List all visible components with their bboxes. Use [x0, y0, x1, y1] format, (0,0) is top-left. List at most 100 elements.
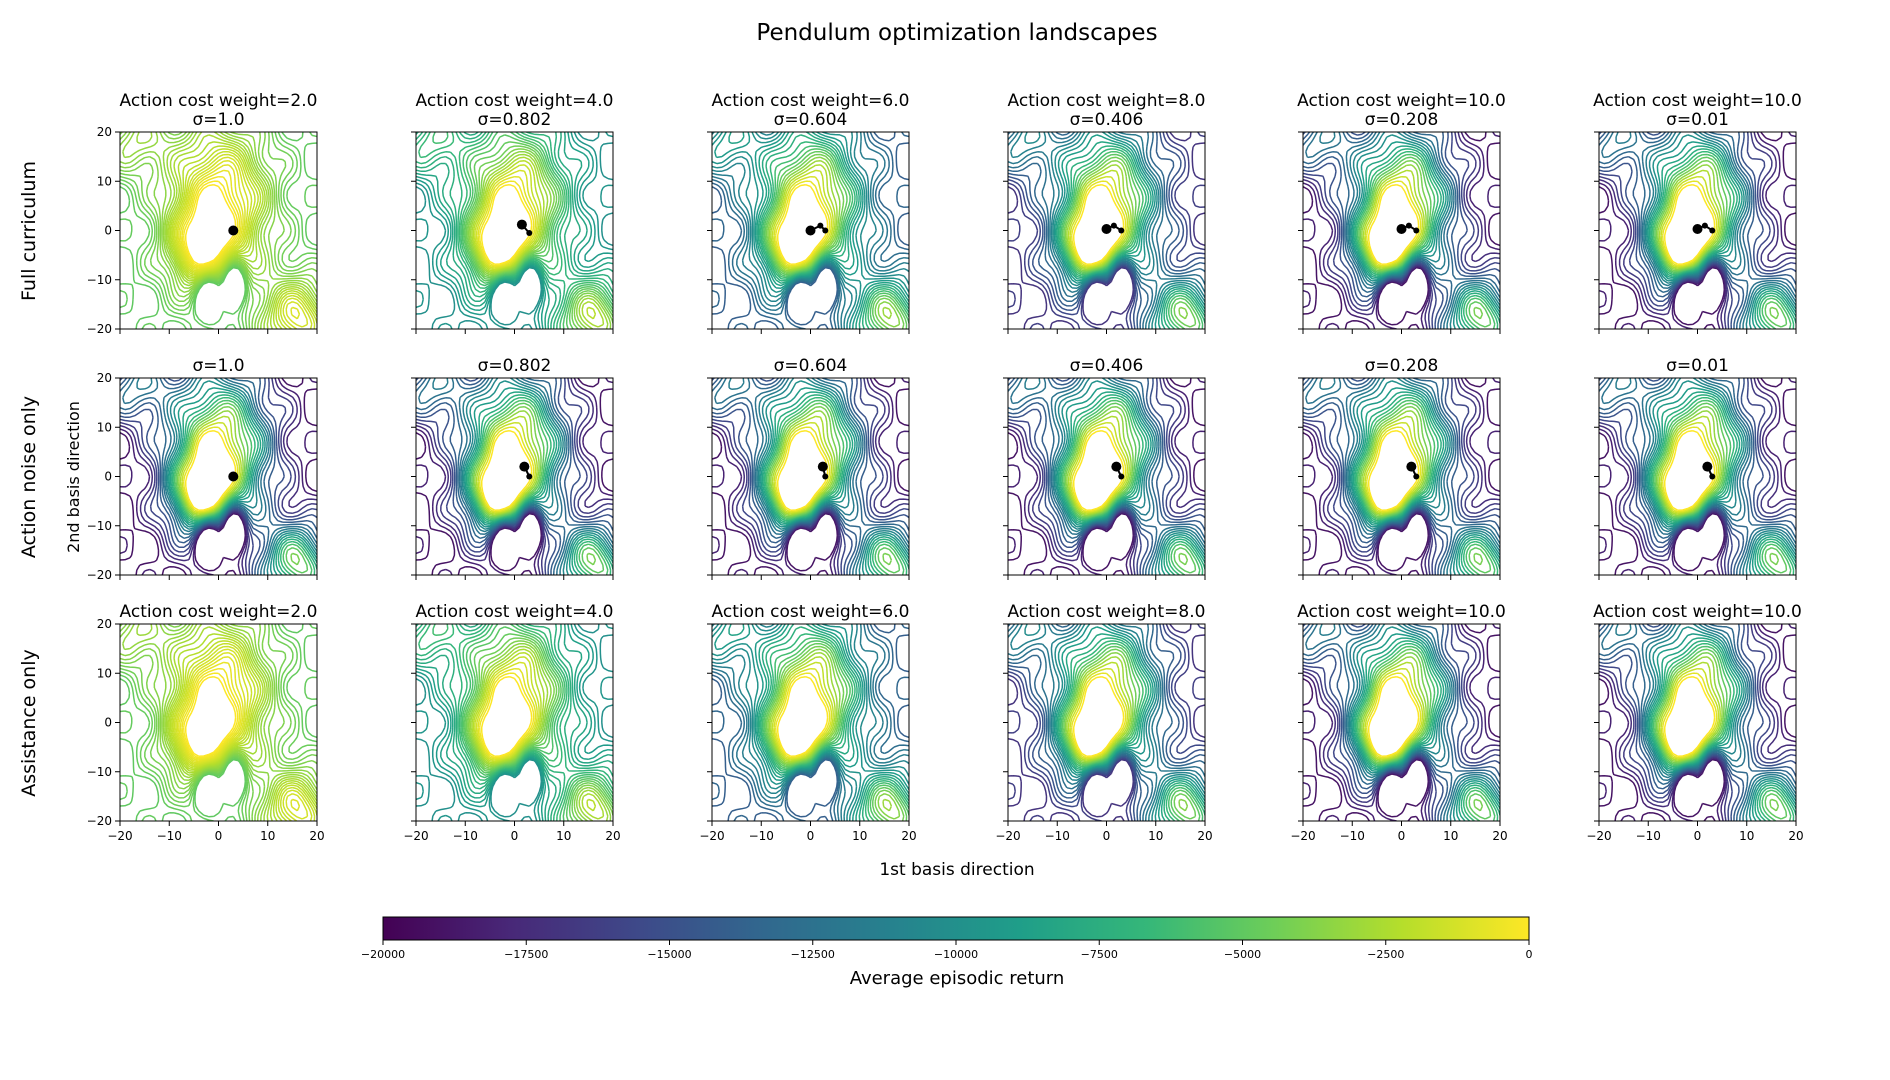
contour-line: [1303, 378, 1500, 575]
contour-line: [480, 429, 533, 512]
contour-line: [467, 394, 613, 575]
contour-line: [471, 648, 605, 820]
contour-line: [182, 180, 239, 267]
contour-line: [181, 667, 241, 760]
panel-action-noise-only-5: σ=0.208: [1298, 356, 1501, 580]
colorbar-tick-label: −17500: [504, 948, 548, 961]
contour-line: [1647, 633, 1796, 821]
contour-line: [1354, 640, 1500, 821]
contour-line: [773, 175, 833, 268]
contour-line: [184, 429, 237, 512]
x-tick-label: 20: [605, 829, 620, 843]
contour-line: [1599, 132, 1796, 329]
contour-line: [468, 396, 612, 575]
x-tick-label: 0: [807, 829, 815, 843]
panel-title: σ=0.802: [478, 110, 552, 130]
contour-line: [760, 633, 909, 821]
contour-line: [1056, 633, 1205, 821]
contour-line: [182, 672, 239, 759]
panel-title: Action cost weight=10.0: [1297, 91, 1506, 111]
x-tick-label: 20: [1197, 829, 1212, 843]
contour-line: [1599, 378, 1796, 575]
contour-line: [758, 134, 909, 329]
contour-line: [1352, 145, 1500, 329]
contour-line: [712, 132, 909, 329]
contour-line: [1599, 132, 1796, 329]
contour-line: [1650, 394, 1796, 575]
x-tick-label: 0: [1398, 829, 1406, 843]
contour-line: [712, 132, 909, 329]
contour-line: [171, 148, 317, 329]
contour-line: [760, 387, 909, 575]
contour-lines: [712, 378, 909, 575]
x-tick-label: 10: [1443, 829, 1458, 843]
contour-line: [1063, 402, 1197, 574]
contour-line: [1303, 132, 1500, 329]
x-tick-label: −20: [107, 829, 132, 843]
contour-line: [1651, 396, 1795, 575]
panel-full-curriculum-5: Action cost weight=10.0σ=0.208: [1297, 91, 1506, 334]
contour-line: [1599, 378, 1796, 575]
contour-line: [1361, 656, 1427, 763]
contour-line: [1654, 156, 1788, 328]
contour-line: [1061, 399, 1201, 575]
panel-action-noise-only-1: −20 −10 0 10 20 σ=1.0: [87, 356, 318, 582]
contour-line: [477, 175, 537, 268]
contour-line: [1072, 183, 1125, 266]
contour-line: [761, 145, 909, 329]
contour-lines: [416, 624, 613, 821]
contour-line: [1070, 426, 1127, 513]
contour-line: [1067, 169, 1130, 270]
contour-line: [1661, 672, 1718, 759]
y-tick-label: 0: [104, 470, 112, 484]
colorbar: −20000 −17500 −15000 −12500 −10000 −7500 −5000…: [361, 916, 1533, 961]
contour-line: [1303, 378, 1500, 575]
contour-line: [1008, 624, 1205, 821]
contour-line: [1067, 661, 1130, 762]
contour-line: [1303, 624, 1500, 821]
contour-line: [477, 667, 537, 760]
x-tick-label: −20: [1586, 829, 1611, 843]
contour-line: [176, 159, 301, 320]
contour-line: [1303, 132, 1500, 329]
contour-line: [1647, 141, 1796, 329]
contour-line: [1663, 675, 1716, 758]
y-axis-label: 2nd basis direction: [64, 401, 83, 553]
contour-line: [120, 378, 317, 575]
path-point: [1709, 473, 1716, 480]
contour-line: [1367, 675, 1420, 758]
panel-grid: −20 −10 0 10 20 Action cost weight=2.0 σ=1.0 Ac…: [87, 91, 1804, 843]
contour-line: [469, 399, 609, 575]
x-tick-label: −10: [1340, 829, 1365, 843]
contour-line: [1054, 626, 1205, 821]
panel-title: Action cost weight=2.0: [120, 91, 318, 111]
contour-line: [175, 156, 309, 328]
contour-line: [728, 378, 909, 575]
y-tick-label: −20: [87, 814, 112, 828]
contour-line: [464, 141, 613, 329]
panel-action-noise-only-4: σ=0.406: [1003, 356, 1206, 580]
contour-line: [120, 378, 317, 575]
contour-line: [472, 159, 597, 320]
path-point: [516, 219, 527, 230]
path-point: [1110, 222, 1117, 229]
row-label-assistance-only: Assistance only: [18, 649, 40, 796]
contour-line: [179, 415, 242, 516]
contour-line: [764, 642, 908, 821]
contour-line: [1349, 626, 1500, 821]
contour-line: [1024, 624, 1205, 821]
path-point: [822, 473, 829, 480]
contour-line: [1652, 645, 1792, 821]
contour-line: [1365, 672, 1422, 759]
panel-title: σ=1.0: [192, 356, 244, 376]
contour-line: [175, 402, 309, 574]
contour-line: [768, 405, 893, 566]
contour-line: [1352, 637, 1500, 821]
contour-line: [172, 150, 316, 329]
contour-line: [178, 410, 244, 517]
contour-line: [468, 642, 612, 821]
contour-line: [1067, 415, 1130, 516]
contour-line: [712, 378, 909, 575]
contour-line: [771, 415, 834, 516]
x-tick-label: 10: [852, 829, 867, 843]
